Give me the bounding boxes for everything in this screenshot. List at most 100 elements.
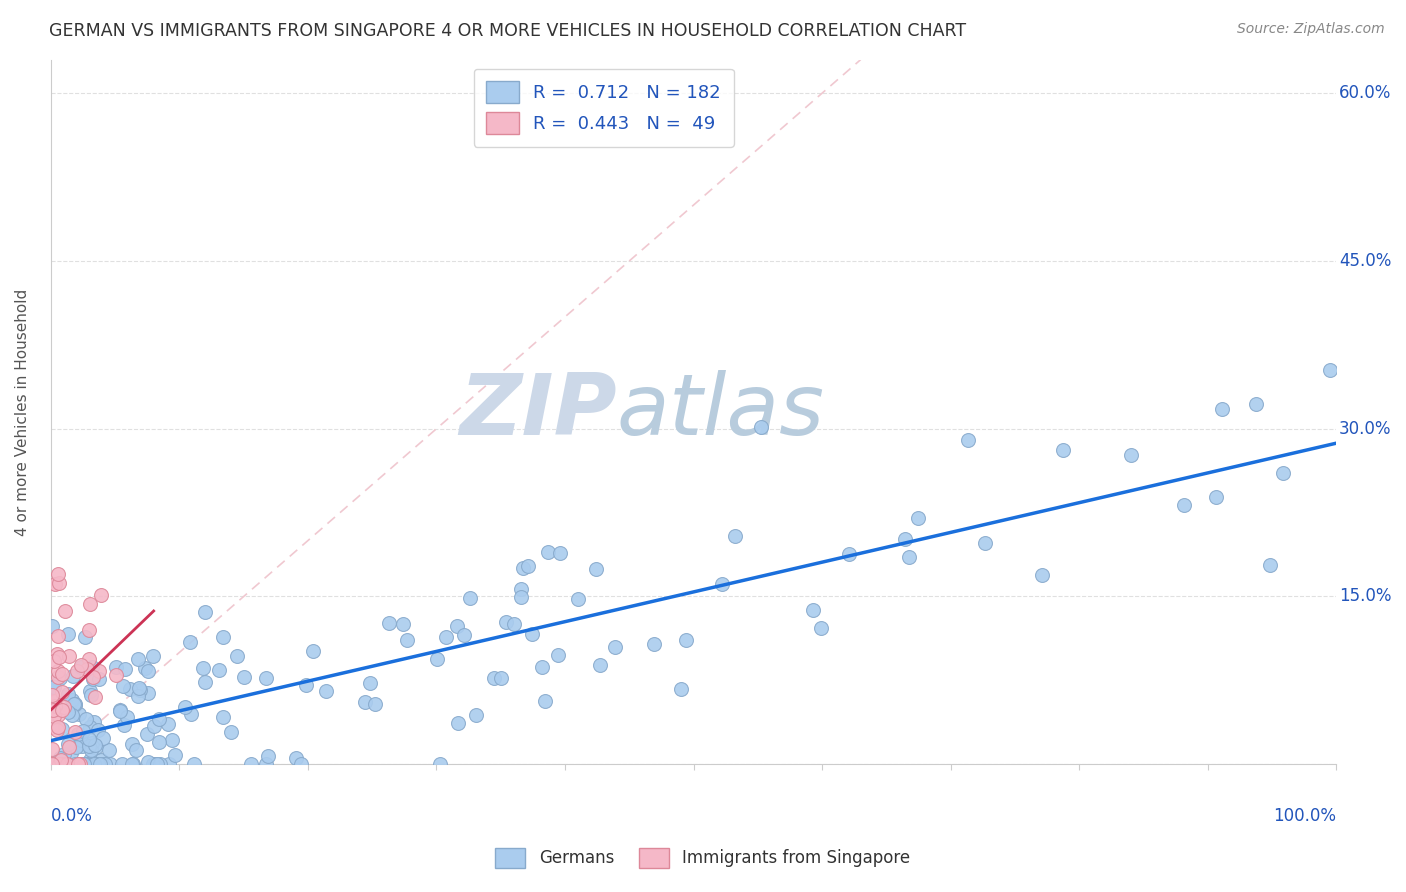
Point bbox=[51, 667, 73, 681]
Point bbox=[41, 742, 63, 756]
Point bbox=[77, 731, 100, 746]
Text: 30.0%: 30.0% bbox=[1339, 420, 1392, 438]
Point bbox=[80, 736, 103, 750]
Point bbox=[589, 658, 612, 673]
Point bbox=[62, 697, 84, 711]
Point bbox=[194, 606, 217, 620]
Point bbox=[122, 757, 145, 772]
Point bbox=[41, 688, 63, 702]
Point bbox=[120, 681, 142, 696]
Point bbox=[87, 665, 110, 679]
Text: 45.0%: 45.0% bbox=[1339, 252, 1392, 270]
Point bbox=[75, 757, 97, 772]
Point bbox=[51, 723, 73, 737]
Point bbox=[82, 670, 104, 684]
Point bbox=[1244, 397, 1267, 411]
Point bbox=[180, 707, 202, 722]
Point bbox=[72, 724, 94, 739]
Point bbox=[749, 420, 772, 434]
Point bbox=[53, 757, 76, 772]
Point bbox=[136, 664, 159, 678]
Point bbox=[530, 660, 553, 674]
Point bbox=[254, 757, 277, 772]
Point bbox=[44, 757, 66, 772]
Point bbox=[41, 720, 63, 734]
Point bbox=[585, 562, 607, 576]
Point bbox=[44, 695, 66, 709]
Point bbox=[801, 603, 824, 617]
Point bbox=[77, 651, 100, 665]
Point bbox=[396, 632, 419, 647]
Point bbox=[42, 757, 65, 772]
Point bbox=[148, 757, 170, 772]
Point bbox=[87, 757, 110, 772]
Point bbox=[77, 739, 100, 753]
Point bbox=[77, 756, 100, 771]
Point bbox=[907, 510, 929, 524]
Point bbox=[512, 561, 534, 575]
Point bbox=[724, 529, 747, 543]
Point bbox=[1205, 490, 1227, 504]
Point bbox=[121, 737, 143, 751]
Point bbox=[55, 757, 77, 772]
Point bbox=[128, 681, 150, 695]
Point bbox=[44, 757, 66, 772]
Point bbox=[509, 590, 531, 604]
Point bbox=[425, 652, 447, 666]
Point bbox=[156, 716, 179, 731]
Point bbox=[378, 615, 401, 630]
Point bbox=[179, 635, 201, 649]
Point bbox=[46, 720, 69, 734]
Point bbox=[503, 616, 526, 631]
Point bbox=[453, 628, 475, 642]
Point bbox=[302, 644, 325, 658]
Point bbox=[41, 680, 63, 694]
Point bbox=[87, 757, 110, 772]
Point bbox=[60, 693, 83, 707]
Point bbox=[567, 592, 589, 607]
Point bbox=[44, 694, 66, 708]
Point bbox=[127, 652, 149, 666]
Point bbox=[669, 681, 692, 696]
Point bbox=[63, 757, 86, 772]
Point bbox=[56, 627, 79, 641]
Point bbox=[429, 757, 451, 772]
Point bbox=[73, 757, 96, 772]
Point bbox=[675, 633, 697, 648]
Point bbox=[111, 757, 134, 772]
Point bbox=[45, 757, 67, 772]
Point bbox=[45, 757, 67, 772]
Text: Source: ZipAtlas.com: Source: ZipAtlas.com bbox=[1237, 22, 1385, 37]
Point bbox=[897, 549, 920, 564]
Point bbox=[482, 672, 505, 686]
Point bbox=[70, 739, 93, 753]
Point bbox=[354, 695, 377, 709]
Point bbox=[146, 757, 169, 772]
Point bbox=[66, 664, 89, 678]
Point bbox=[434, 631, 457, 645]
Point bbox=[136, 686, 159, 700]
Point bbox=[974, 535, 997, 549]
Point bbox=[495, 615, 517, 629]
Point bbox=[94, 757, 117, 772]
Text: 15.0%: 15.0% bbox=[1339, 588, 1392, 606]
Text: 0.0%: 0.0% bbox=[51, 806, 93, 824]
Point bbox=[44, 709, 66, 723]
Point bbox=[135, 727, 157, 741]
Point bbox=[84, 690, 107, 704]
Point bbox=[157, 757, 180, 772]
Point bbox=[41, 619, 63, 633]
Point bbox=[1271, 467, 1294, 481]
Point bbox=[142, 757, 165, 772]
Text: GERMAN VS IMMIGRANTS FROM SINGAPORE 4 OR MORE VEHICLES IN HOUSEHOLD CORRELATION : GERMAN VS IMMIGRANTS FROM SINGAPORE 4 OR… bbox=[49, 22, 966, 40]
Point bbox=[42, 680, 65, 694]
Point bbox=[219, 724, 242, 739]
Point bbox=[392, 617, 415, 632]
Point bbox=[257, 749, 280, 764]
Point bbox=[48, 649, 70, 664]
Point bbox=[77, 624, 100, 638]
Point bbox=[142, 648, 165, 663]
Point bbox=[285, 751, 308, 765]
Point bbox=[82, 673, 104, 687]
Point bbox=[91, 757, 114, 772]
